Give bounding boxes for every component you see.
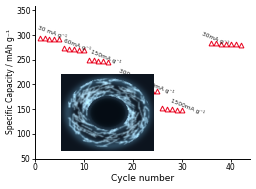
Text: 30 mA g⁻¹: 30 mA g⁻¹ [37, 25, 68, 40]
Text: 30mA g⁻¹: 30mA g⁻¹ [201, 31, 230, 47]
Text: 150mA g⁻¹: 150mA g⁻¹ [90, 49, 121, 66]
Y-axis label: Specific Capacity / mAh g⁻¹: Specific Capacity / mAh g⁻¹ [6, 30, 15, 134]
Text: 60mA g⁻¹: 60mA g⁻¹ [63, 37, 92, 53]
Text: 300mA g⁻¹: 300mA g⁻¹ [118, 67, 150, 85]
Text: 1500mA g⁻¹: 1500mA g⁻¹ [169, 97, 205, 116]
Text: 600mA g⁻¹: 600mA g⁻¹ [143, 79, 174, 96]
X-axis label: Cycle number: Cycle number [111, 174, 174, 184]
